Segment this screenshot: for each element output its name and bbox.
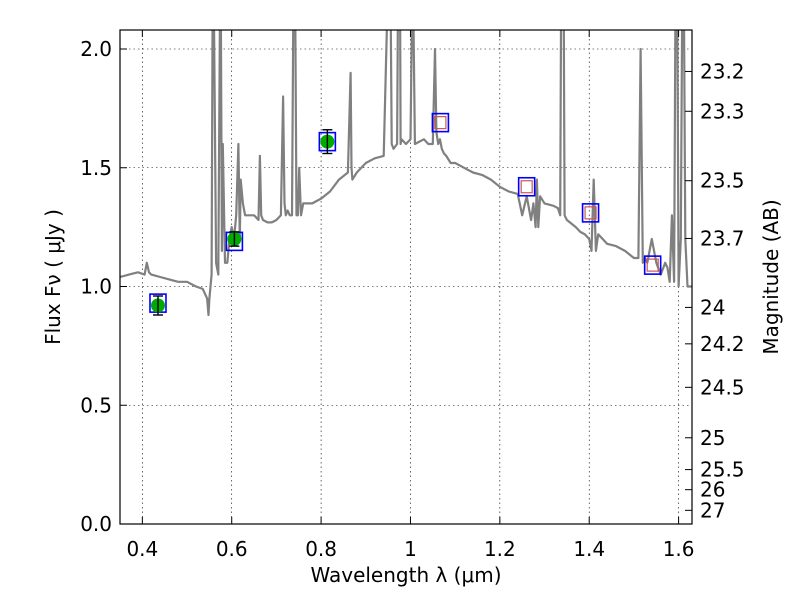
axis-ticks: 0.4 0.6 0.8 1 1.2 1.4 1.6 0.0 0.5 1.0 1.5 2.0 23.2 23… bbox=[80, 30, 745, 561]
magnitude-tick-label: 23.2 bbox=[700, 59, 745, 83]
y-axis-title: Flux Fν ( μJy ) bbox=[41, 209, 65, 345]
magnitude-tick-label: 23.3 bbox=[700, 99, 745, 123]
x-tick-label: 0.6 bbox=[216, 537, 248, 561]
model-photometry-square bbox=[581, 203, 600, 223]
y-tick-label: 1.5 bbox=[80, 156, 112, 180]
magnitude-tick-label: 26 bbox=[700, 478, 725, 502]
magnitude-tick-label: 23.5 bbox=[700, 169, 745, 193]
x-axis-title: Wavelength λ (μm) bbox=[310, 563, 501, 587]
x-tick-label: 1.2 bbox=[484, 537, 516, 561]
magnitude-tick-label: 23.7 bbox=[700, 226, 745, 250]
x-tick-label: 0.8 bbox=[305, 537, 337, 561]
nondetection-square bbox=[434, 116, 447, 130]
model-photometry-square bbox=[431, 112, 450, 133]
nondetection-square bbox=[520, 180, 533, 194]
model-photometry-square bbox=[517, 176, 536, 197]
nondetection-square bbox=[646, 258, 659, 272]
y-tick-label: 2.0 bbox=[80, 37, 112, 61]
magnitude-tick-label: 24 bbox=[700, 295, 725, 319]
y-tick-label: 1.0 bbox=[80, 275, 112, 299]
magnitude-tick-label: 24.2 bbox=[700, 332, 745, 356]
magnitude-tick-label: 25 bbox=[700, 426, 725, 450]
magnitude-tick-label: 27 bbox=[700, 498, 725, 522]
y-tick-label: 0.0 bbox=[80, 512, 112, 536]
y-tick-label: 0.5 bbox=[80, 393, 112, 417]
spectrum-line bbox=[120, 30, 692, 317]
magnitude-axis-title: Magnitude (AB) bbox=[759, 199, 783, 354]
plot-area bbox=[120, 30, 692, 317]
nondetection-square bbox=[584, 206, 597, 220]
x-tick-label: 0.4 bbox=[126, 537, 158, 561]
x-tick-label: 1.6 bbox=[663, 537, 695, 561]
x-tick-label: 1 bbox=[404, 537, 417, 561]
plot-background bbox=[120, 30, 692, 524]
plot-frame bbox=[119, 29, 693, 525]
x-tick-label: 1.4 bbox=[573, 537, 605, 561]
magnitude-tick-label: 24.5 bbox=[700, 375, 745, 399]
magnitude-tick-label: 25.5 bbox=[700, 458, 745, 482]
model-photometry-square bbox=[643, 255, 662, 275]
